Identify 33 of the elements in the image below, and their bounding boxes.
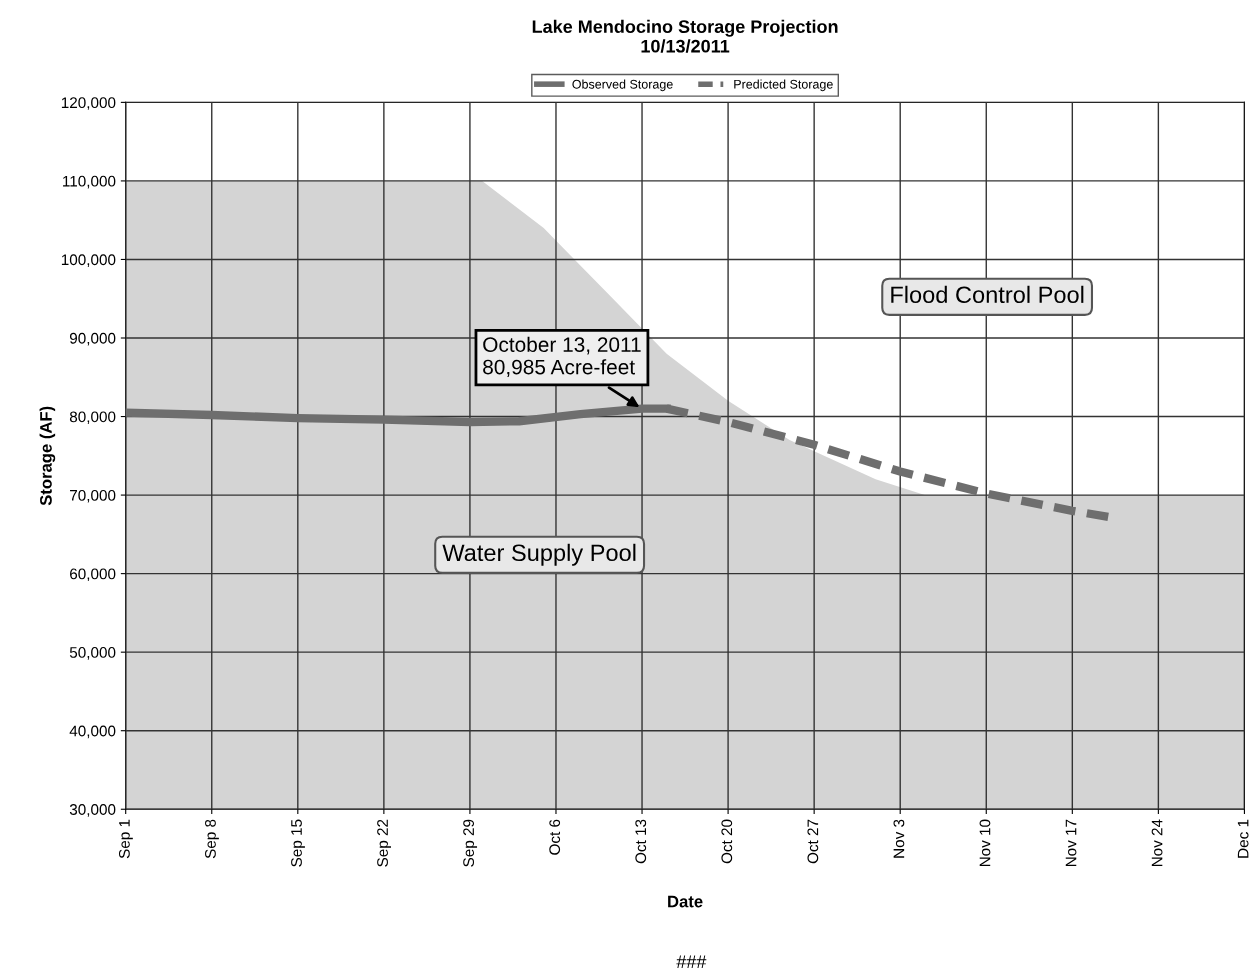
chart-title: Lake Mendocino Storage Projection 10/13/2011: [532, 19, 838, 53]
x-tick-label: Sep 15: [291, 819, 305, 867]
y-tick-label: 40,000: [69, 725, 116, 739]
x-tick-label: Nov 24: [1151, 819, 1163, 867]
y-tick-label: 110,000: [63, 175, 116, 189]
y-tick-label: 70,000: [70, 489, 116, 503]
y-axis-title: Storage (AF): [39, 406, 56, 506]
x-tick-label: Dec 1: [1237, 819, 1249, 858]
y-tick-label: 90,000: [69, 332, 116, 346]
legend-label: Observed Storage: [572, 79, 673, 92]
y-tick-label: 50,000: [69, 647, 116, 660]
x-axis-title: Date: [668, 895, 703, 908]
annotation: October 13, 2011 80,985 Acre-feet: [483, 336, 641, 377]
x-tick-label: Nov 3: [893, 819, 905, 858]
x-tick-label: Sep 1: [118, 819, 133, 859]
x-tick-label: Oct 13: [635, 819, 647, 864]
y-tick-label: 30,000: [69, 804, 116, 817]
x-tick-label: Oct 20: [721, 819, 733, 864]
y-tick-label: 100,000: [61, 254, 116, 267]
y-tick-label: 120,000: [61, 97, 116, 110]
x-tick-label: Sep 22: [377, 819, 391, 867]
y-tick-label: 80,000: [69, 411, 116, 425]
x-tick-label: Sep 8: [205, 819, 219, 859]
text: ###: [676, 955, 707, 968]
y-tick-label: 60,000: [70, 568, 116, 582]
annotation: Water Supply Pool: [442, 543, 636, 566]
x-tick-label: Oct 27: [807, 819, 819, 864]
annotation: Flood Control Pool: [891, 285, 1084, 304]
x-tick-label: Nov 10: [979, 819, 991, 867]
legend-label: Predicted Storage: [734, 79, 833, 92]
x-tick-label: Oct 6: [549, 819, 561, 855]
x-tick-label: Nov 17: [1065, 819, 1077, 867]
x-tick-label: Sep 29: [463, 819, 478, 867]
